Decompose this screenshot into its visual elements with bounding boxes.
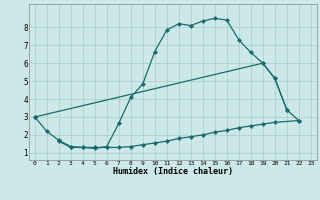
X-axis label: Humidex (Indice chaleur): Humidex (Indice chaleur) — [113, 167, 233, 176]
